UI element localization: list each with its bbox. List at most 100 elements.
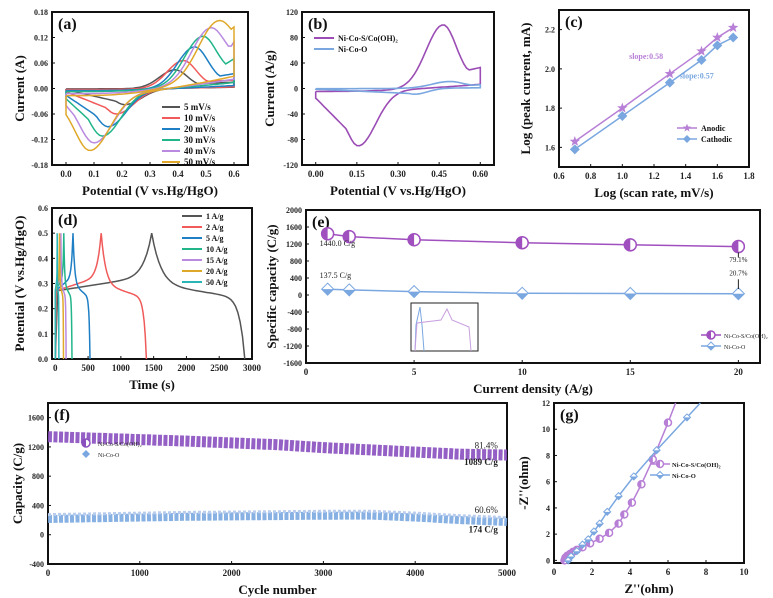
data-point-star bbox=[569, 136, 581, 146]
cycling-annotation: 1089 C/g bbox=[464, 457, 498, 467]
x-tick-label: 0.15 bbox=[349, 169, 365, 179]
legend-label: 10 mV/s bbox=[184, 113, 216, 123]
y-tick-label: 80 bbox=[290, 34, 298, 43]
x-tick-label: 1.4 bbox=[680, 171, 692, 181]
data-point-diamond bbox=[728, 32, 739, 43]
y-tick-label: 0 bbox=[298, 291, 302, 300]
inset-curve-ni-co-o bbox=[414, 306, 425, 352]
y-tick-label: 0.18 bbox=[34, 8, 48, 17]
y-axis-label: Current (A/g) bbox=[262, 50, 277, 127]
data-point-circle-fill bbox=[516, 236, 523, 249]
data-point-diamond bbox=[569, 144, 580, 155]
panel-b: 0.00 0.15 0.30 0.45 0.60 -120 -80 -40 0 40 80 120 Po… bbox=[262, 8, 495, 198]
panel-a: 0.0 0.1 0.2 0.3 0.4 0.5 0.6 -0.18 -0.12 -0.06 0.00… bbox=[12, 8, 249, 198]
slope-annotation: slope:0.58 bbox=[629, 52, 663, 61]
y-tick-label: 0 bbox=[40, 531, 44, 540]
legend-label: Ni-Co-S/Co(OH)₂ bbox=[338, 34, 398, 43]
data-point-diamond-fill bbox=[573, 551, 581, 555]
y-tick-label: 2.0 bbox=[545, 65, 555, 74]
data-point-circle-fill bbox=[596, 535, 600, 543]
data-point-diamond-fill bbox=[707, 346, 715, 350]
y-tick-label: 4 bbox=[546, 504, 550, 513]
legend-label: Ni-Co-O bbox=[338, 45, 367, 54]
y-tick-label: 0.00 bbox=[34, 85, 48, 94]
legend-label: 40 mV/s bbox=[184, 146, 216, 156]
legend-label: 5 mV/s bbox=[184, 102, 211, 112]
y-tick-label: 0.6 bbox=[38, 204, 48, 213]
data-point-diamond-fill bbox=[567, 556, 575, 560]
legend-label: Ni-Co-S/Co(OH)₂ bbox=[672, 462, 721, 469]
x-tick-label: 0.0 bbox=[60, 169, 72, 179]
x-axis-label: Potential (V vs.Hg/HgO) bbox=[330, 183, 466, 198]
cycling-annotation: 81.4% bbox=[475, 440, 499, 450]
y-tick-label: 1200 bbox=[28, 443, 44, 452]
y-tick-label: 0.5 bbox=[38, 229, 48, 238]
y-tick-label: -80 bbox=[287, 136, 298, 145]
data-point-circle-fill bbox=[82, 439, 86, 447]
data-point-diamond-fill bbox=[579, 544, 586, 549]
x-tick-label: 2000 bbox=[223, 568, 242, 578]
data-point-diamond bbox=[664, 77, 675, 88]
data-point-diamond bbox=[712, 40, 723, 51]
x-tick-label: 6 bbox=[666, 567, 671, 577]
y-tick-label: -0.18 bbox=[31, 161, 48, 170]
x-tick-label: 20 bbox=[734, 367, 744, 377]
panel-label: (e) bbox=[312, 214, 330, 231]
legend-label: Cathodic bbox=[701, 135, 733, 144]
y-tick-label: -1600 bbox=[283, 359, 302, 368]
legend-label: 10 A/g bbox=[206, 245, 228, 254]
data-point-diamond-fill bbox=[630, 476, 638, 480]
gcd-curve-2-A-g bbox=[54, 233, 148, 360]
data-point-circle-fill bbox=[707, 331, 711, 339]
plot-frame bbox=[305, 209, 761, 364]
panel-d: 0 500 1000 1500 2000 2500 3000 0.0 0.1 0.2 0.3 0.4 0… bbox=[12, 204, 262, 392]
cycling-band-hollow bbox=[47, 509, 508, 520]
data-point-diamond-fill bbox=[732, 293, 745, 300]
data-point-diamond-fill bbox=[624, 293, 637, 300]
cv-curve-50-mV-s bbox=[65, 19, 235, 152]
data-point-diamond-fill bbox=[408, 291, 421, 298]
panel-g: 0 2 4 6 8 10 0 2 4 6 8 10 12 Z''(ohm) -Z''(ohm) (g) Ni-C… bbox=[516, 399, 749, 596]
legend-label: Anodic bbox=[701, 124, 726, 133]
x-tick-label: 8 bbox=[704, 567, 709, 577]
capacity-annotation: 137.5 C/g bbox=[320, 271, 352, 280]
panel-label: (g) bbox=[560, 407, 579, 424]
data-point-diamond-fill bbox=[321, 289, 334, 296]
series-line bbox=[327, 233, 739, 248]
legend-label: Ni-Co-S/Co(OH)₂ bbox=[98, 441, 142, 448]
data-point-star bbox=[664, 68, 676, 79]
panel-label: (d) bbox=[58, 212, 78, 229]
data-point-circle-fill bbox=[321, 227, 328, 240]
inset-curve-ni-co-s bbox=[414, 307, 472, 352]
data-point-circle-fill bbox=[343, 230, 350, 243]
x-tick-label: 0.8 bbox=[585, 171, 597, 181]
x-tick-label: 0.1 bbox=[88, 169, 100, 179]
plot-frame bbox=[553, 402, 745, 564]
y-axis-label: Potential (V vs.Hg/HgO) bbox=[12, 216, 27, 352]
x-tick-label: 0.2 bbox=[116, 169, 128, 179]
data-point-star bbox=[727, 22, 739, 33]
x-tick-label: 3000 bbox=[243, 363, 262, 373]
y-tick-label: 800 bbox=[32, 472, 44, 481]
x-tick-label: 0.00 bbox=[308, 169, 324, 179]
y-tick-label: 1600 bbox=[286, 223, 302, 232]
x-tick-label: 1.8 bbox=[743, 171, 755, 181]
data-point-diamond bbox=[696, 55, 707, 66]
y-tick-label: -0.06 bbox=[31, 110, 48, 119]
y-tick-label: 0.1 bbox=[38, 330, 48, 339]
y-tick-label: 2 bbox=[546, 530, 550, 539]
y-tick-label: -800 bbox=[287, 325, 302, 334]
x-tick-label: 4 bbox=[628, 567, 633, 577]
y-tick-label: 0.4 bbox=[38, 254, 48, 263]
plot-frame bbox=[47, 402, 508, 565]
capacity-annotation: 20.7% bbox=[729, 269, 747, 277]
data-point-diamond bbox=[617, 110, 628, 121]
data-point-star bbox=[712, 32, 723, 42]
cycling-annotation: 60.6% bbox=[475, 505, 499, 515]
y-tick-label: 800 bbox=[290, 257, 302, 266]
data-point-diamond-fill bbox=[683, 417, 691, 421]
panel-label: (b) bbox=[308, 16, 328, 33]
y-tick-label: 0.06 bbox=[34, 59, 48, 68]
panel-f: 0 1000 2000 3000 4000 5000-400040080012001600… bbox=[10, 402, 517, 597]
y-tick-label: 1600 bbox=[28, 414, 44, 423]
